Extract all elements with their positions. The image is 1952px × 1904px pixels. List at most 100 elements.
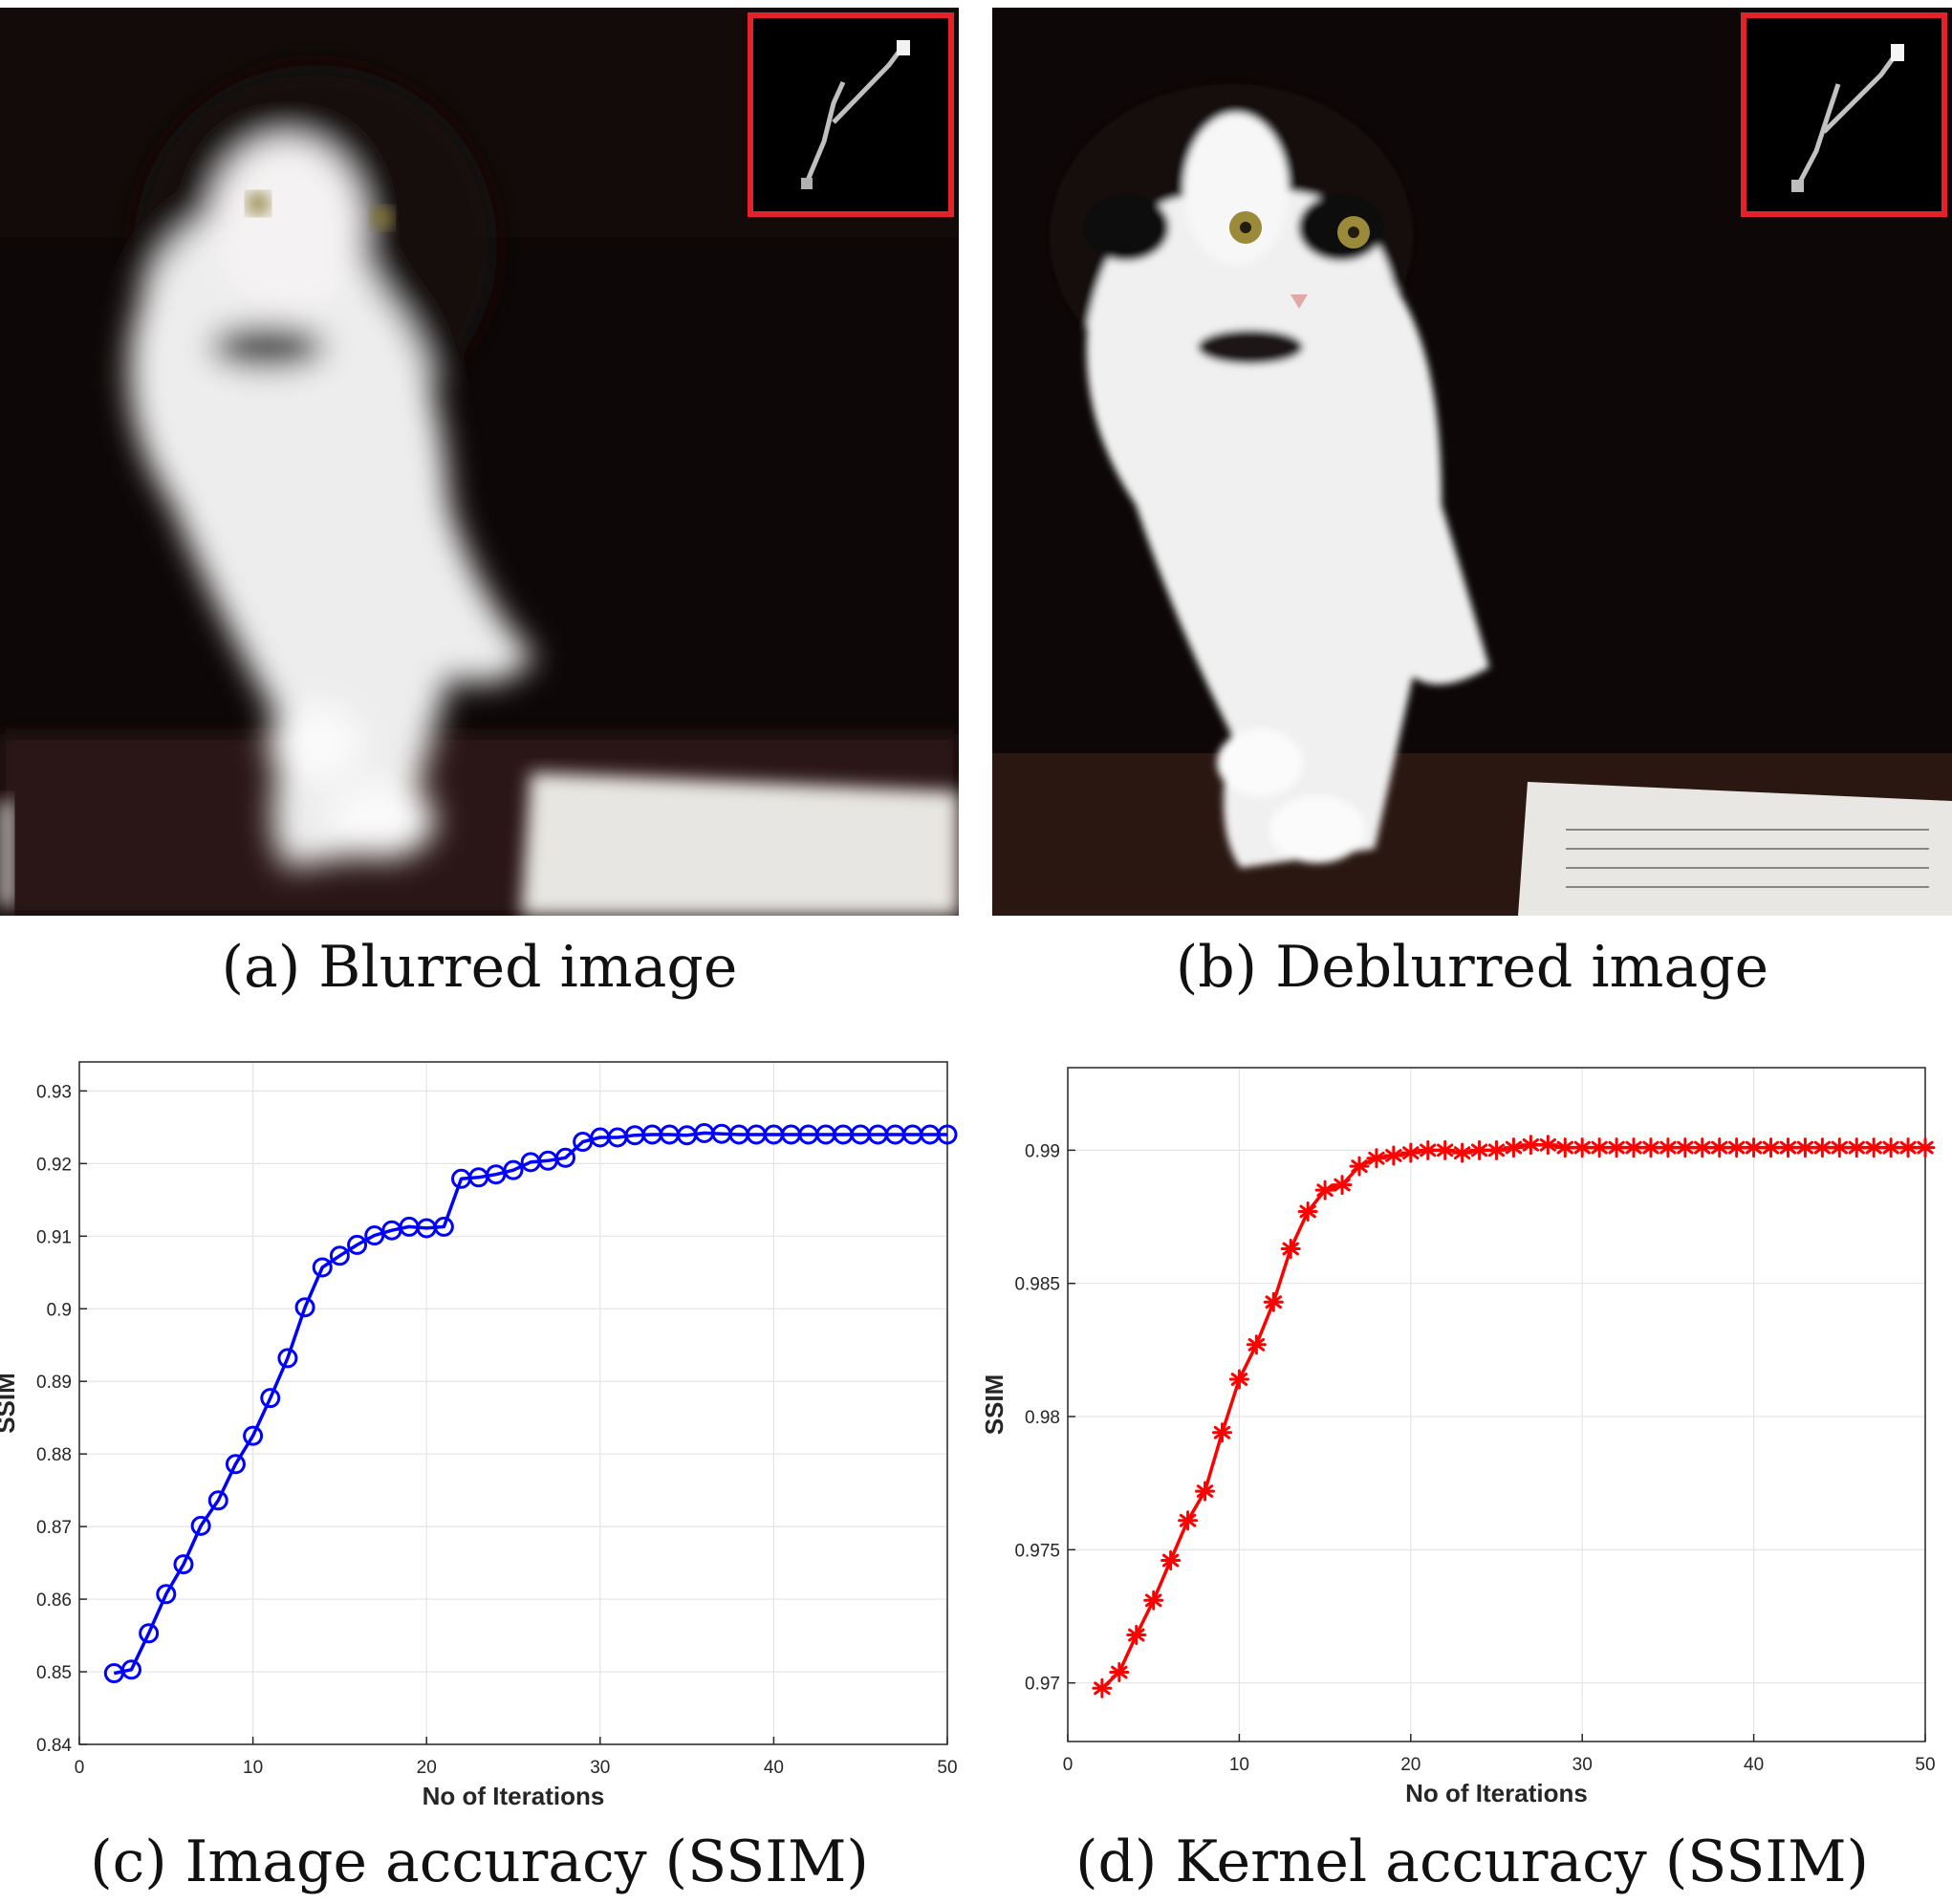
data-point [1228,1369,1249,1390]
data-point [329,1245,350,1266]
deblurred-cat-photo [992,8,1952,916]
data-point [1160,1550,1182,1571]
x-tick-label: 20 [417,1758,437,1778]
data-point [1744,1137,1765,1158]
kernel-inset-frame [748,12,954,217]
data-point [1520,1135,1541,1156]
data-point [503,1159,524,1180]
deblurred-image [992,8,1952,916]
data-point [1400,1142,1421,1163]
data-point [1109,1662,1130,1683]
data-point [1469,1139,1490,1160]
data-point [1640,1137,1661,1158]
data-point [1537,1135,1558,1156]
axes-box [1067,1067,1926,1742]
data-point [1606,1137,1627,1158]
data-point [173,1554,194,1575]
data-point [207,1490,228,1511]
data-point [1915,1137,1936,1158]
data-point [347,1234,368,1255]
axes-box [78,1061,948,1745]
y-tick-label: 0.91 [36,1227,72,1247]
y-tick-label: 0.98 [1025,1408,1060,1428]
data-point [260,1388,281,1409]
caption-c: (c) Image accuracy (SSIM) [90,1828,869,1895]
y-axis-label: SSIM [0,1373,20,1434]
data-point [1126,1625,1147,1646]
data-point [139,1623,160,1644]
data-point [277,1348,298,1369]
data-point [1195,1481,1216,1502]
data-point [1349,1156,1370,1177]
data-point [1211,1422,1232,1443]
y-tick-label: 0.93 [36,1082,72,1102]
y-tick-label: 0.97 [1025,1675,1060,1695]
x-tick-label: 40 [1744,1755,1764,1775]
y-tick-label: 0.88 [36,1445,72,1465]
plot-area [79,1062,947,1744]
data-point [433,1216,454,1237]
data-point [1709,1137,1730,1158]
data-point [1092,1677,1113,1698]
y-tick-label: 0.87 [36,1518,72,1538]
data-point [225,1454,246,1475]
x-tick-label: 40 [764,1758,784,1778]
data-point [1366,1148,1387,1169]
data-point [1794,1137,1815,1158]
data-point [1898,1137,1919,1158]
data-point [1675,1137,1696,1158]
blurred-cat-photo [0,8,959,916]
x-tick-label: 10 [243,1758,263,1778]
y-tick-label: 0.92 [36,1155,72,1175]
caption-b: (b) Deblurred image [1175,934,1769,1001]
caption-d: (d) Kernel accuracy (SSIM) [1075,1828,1869,1895]
kernel-accuracy-plot: 0 10 20 30 40 50 0.97 0.975 0.98 0.985 0.99 No of I… [980,1067,1936,1807]
data-point [243,1425,264,1446]
data-point [1383,1145,1404,1166]
data-point [1452,1142,1473,1163]
x-tick-label: 50 [1915,1755,1935,1775]
x-tick-label: 10 [1229,1755,1249,1775]
image-accuracy-plot: 0 10 20 30 40 50 0.84 0.85 0.86 0.87 0.88 0.89 0.9 0.… [0,1061,958,1810]
x-axis-label: No of Iterations [1405,1779,1588,1807]
data-point [1435,1139,1456,1160]
data-point [1692,1137,1713,1158]
kernel-accuracy-chart: 0 10 20 30 40 50 0.97 0.975 0.98 0.985 0.99 No of I… [976,1051,1952,1816]
data-point [1418,1139,1439,1160]
blurred-image [0,8,959,916]
y-tick-label: 0.99 [1025,1141,1060,1161]
data-point [1554,1137,1575,1158]
plot-area [1068,1068,1925,1742]
y-tick-label: 0.89 [36,1373,72,1393]
y-tick-label: 0.975 [1014,1541,1060,1561]
data-point [1178,1510,1199,1531]
caption-a: (a) Blurred image [221,934,738,1001]
data-point [1503,1137,1524,1158]
data-point [1589,1137,1610,1158]
data-point [294,1297,315,1318]
data-point [1761,1137,1782,1158]
y-tick-label: 0.9 [47,1300,72,1320]
y-tick-label: 0.84 [36,1736,72,1756]
data-point [120,1659,141,1680]
data-point [937,1124,958,1145]
y-tick-label: 0.85 [36,1663,72,1683]
data-point [1332,1175,1353,1196]
x-tick-label: 30 [1572,1755,1593,1775]
data-point [312,1257,333,1278]
y-tick-label: 0.86 [36,1590,72,1611]
data-point [1263,1291,1284,1312]
data-point [1297,1201,1318,1222]
data-point [1143,1590,1164,1611]
x-tick-label: 50 [937,1758,957,1778]
data-point [1846,1137,1867,1158]
y-tick-label: 0.985 [1014,1275,1060,1295]
x-tick-label: 0 [1063,1755,1074,1775]
data-point [1880,1137,1901,1158]
data-point [1486,1139,1507,1160]
x-tick-label: 20 [1400,1755,1421,1775]
x-axis-label: No of Iterations [423,1782,605,1810]
data-point [1246,1334,1267,1355]
data-point [1777,1137,1798,1158]
data-point [156,1584,177,1605]
